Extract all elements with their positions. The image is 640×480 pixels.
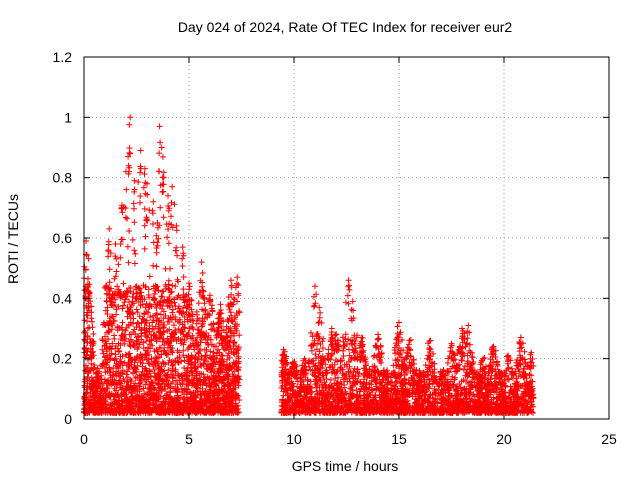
roti-plus-markers <box>81 114 537 416</box>
y-tick-label: 0.8 <box>53 170 73 186</box>
y-tick-label: 0.2 <box>53 351 73 367</box>
y-tick-label: 0.4 <box>53 290 73 306</box>
y-tick-label: 0.6 <box>53 230 73 246</box>
x-tick-labels: 0 5 10 15 20 25 <box>80 431 617 447</box>
data-points <box>81 114 537 416</box>
x-tick-label: 25 <box>601 431 617 447</box>
x-tick-label: 10 <box>286 431 302 447</box>
y-tick-label: 1.2 <box>53 49 73 65</box>
y-tick-label: 0 <box>64 411 72 427</box>
axis-ticks <box>83 56 610 420</box>
x-tick-label: 20 <box>496 431 512 447</box>
x-tick-label: 15 <box>391 431 407 447</box>
chart-title: Day 024 of 2024, Rate Of TEC Index for r… <box>178 19 513 35</box>
grid-lines <box>84 57 609 419</box>
x-tick-label: 0 <box>80 431 88 447</box>
y-tick-label: 1 <box>64 109 72 125</box>
x-tick-label: 5 <box>185 431 193 447</box>
y-tick-labels: 0 0.2 0.4 0.6 0.8 1 1.2 <box>53 49 73 427</box>
y-axis-label: ROTI / TECUs <box>5 194 21 284</box>
x-axis-label: GPS time / hours <box>292 458 399 474</box>
